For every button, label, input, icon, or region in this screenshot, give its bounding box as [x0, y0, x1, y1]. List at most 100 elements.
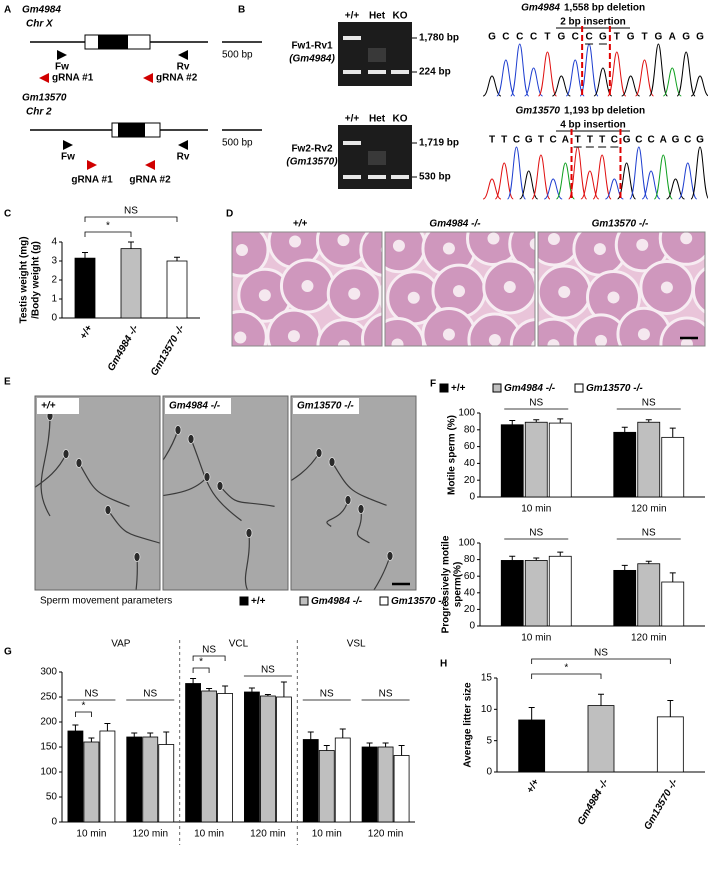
bar [276, 696, 292, 823]
gel-smear [368, 48, 386, 62]
base-call: C [572, 32, 579, 43]
legend-swatch [574, 383, 584, 393]
trace-peak [593, 67, 613, 97]
y-tick-label: 5 [486, 735, 492, 746]
lumen [236, 244, 248, 256]
y-tick-label: 0 [51, 313, 57, 324]
background [291, 396, 416, 590]
y-tick-label: 60 [464, 441, 476, 452]
error-bar [280, 681, 287, 697]
base-call: G [672, 135, 680, 146]
lumen [392, 239, 405, 252]
lane-label: +/+ [345, 11, 360, 22]
sperm-head [133, 552, 141, 562]
frame [34, 395, 161, 591]
y-tick-label: 100 [40, 767, 57, 778]
bar [334, 737, 351, 823]
base-call: T [489, 135, 495, 146]
lane-label: KO [393, 114, 408, 125]
trace-peak [641, 170, 661, 200]
error-bar [533, 419, 540, 423]
group-label: VSL [347, 639, 366, 650]
group-label: VCL [229, 639, 249, 650]
trace-peak [506, 146, 526, 200]
bar [661, 581, 685, 627]
error-bar [222, 685, 229, 694]
lumen [607, 291, 620, 304]
error-bar [366, 742, 373, 747]
deletion-gene: Gm13570 [516, 106, 561, 117]
lumen [547, 339, 560, 346]
tubule [360, 312, 382, 346]
sperm-tail [331, 461, 387, 506]
sperm-tail [356, 508, 370, 544]
sperm-image [291, 396, 416, 590]
grna-label: gRNA #2 [129, 175, 171, 186]
gel-band [391, 70, 409, 74]
error-bar [557, 551, 564, 557]
arrowhead [178, 50, 188, 60]
gel-band [343, 175, 361, 179]
x-tick-label: 10 min [76, 829, 106, 840]
label-box [37, 398, 79, 414]
sperm-tail [163, 429, 179, 462]
band-size: 530 bp [419, 172, 451, 183]
significance-bracket [192, 667, 210, 673]
arrowhead [63, 140, 73, 150]
x-tick-label: 10 min [521, 504, 551, 515]
chromosome: Chr 2 [26, 107, 52, 118]
lumen [680, 232, 693, 245]
lane-label: Het [369, 114, 386, 125]
significance-label: * [564, 663, 568, 674]
trace-peak [592, 154, 612, 200]
frame [231, 231, 383, 347]
x-tick-label: Gm13570 -/- [149, 323, 187, 378]
base-call: A [562, 135, 569, 146]
gene-name: Gm13570 [22, 93, 67, 104]
legend-label: +/+ [251, 596, 266, 607]
trace-peak [555, 162, 575, 200]
arrowhead [87, 160, 97, 170]
panel-letter: A [4, 5, 11, 16]
base-call: A [660, 135, 667, 146]
primer-label: Fw [61, 152, 75, 163]
x-tick-label: +/+ [78, 323, 95, 341]
bar [260, 695, 276, 823]
lumen [348, 287, 361, 300]
x-tick-label: 120 min [631, 504, 667, 515]
y-tick-label: 0 [469, 492, 475, 503]
histology-image [232, 232, 382, 346]
sperm-head [386, 551, 394, 561]
trace-peak [690, 75, 708, 97]
band-size: 224 bp [419, 67, 451, 78]
group-label: VAP [111, 639, 131, 650]
lumen [680, 337, 693, 346]
y-tick-label: 0 [469, 621, 475, 632]
error-bar [509, 555, 516, 561]
lumen [637, 328, 650, 341]
error-bar [190, 678, 197, 684]
frame [537, 231, 706, 347]
bar [656, 716, 684, 773]
lumen [529, 238, 535, 250]
y-tick-label: 1 [51, 294, 57, 305]
arrowhead [39, 73, 49, 83]
sperm-head [344, 495, 352, 505]
gene-label: (Gm4984) [289, 54, 335, 65]
legend-swatch [439, 383, 449, 393]
trace-peak [629, 146, 649, 200]
base-call: T [614, 32, 620, 43]
base-call: C [647, 135, 654, 146]
y-tick-label: 2 [51, 275, 57, 286]
lumen [289, 235, 302, 248]
error-bar [645, 419, 652, 423]
trace-peak [678, 162, 698, 200]
error-bar [557, 418, 564, 424]
base-call: T [575, 135, 581, 146]
y-tick-label: 100 [458, 408, 475, 419]
primer-label: Rv [177, 62, 190, 73]
significance-bracket [192, 655, 226, 661]
legend-label: Gm13570 -/- [586, 383, 643, 394]
base-call: T [599, 135, 605, 146]
bar [158, 744, 175, 823]
